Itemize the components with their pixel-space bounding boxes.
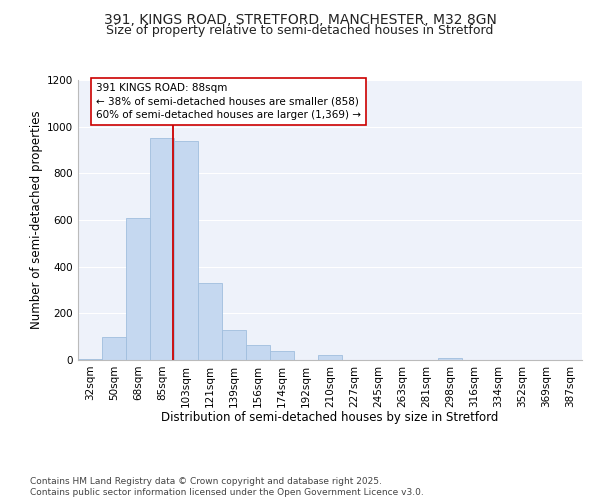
Bar	[126, 218, 150, 360]
Bar	[270, 350, 294, 360]
Bar	[102, 336, 126, 360]
Text: Contains HM Land Registry data © Crown copyright and database right 2025.
Contai: Contains HM Land Registry data © Crown c…	[30, 478, 424, 497]
Bar	[438, 358, 462, 360]
X-axis label: Distribution of semi-detached houses by size in Stretford: Distribution of semi-detached houses by …	[161, 411, 499, 424]
Text: Size of property relative to semi-detached houses in Stretford: Size of property relative to semi-detach…	[106, 24, 494, 37]
Bar	[222, 330, 246, 360]
Bar	[78, 359, 102, 360]
Bar	[318, 356, 342, 360]
Text: 391 KINGS ROAD: 88sqm
← 38% of semi-detached houses are smaller (858)
60% of sem: 391 KINGS ROAD: 88sqm ← 38% of semi-deta…	[96, 84, 361, 120]
Y-axis label: Number of semi-detached properties: Number of semi-detached properties	[30, 110, 43, 330]
Bar	[150, 138, 174, 360]
Bar	[174, 140, 198, 360]
Bar	[246, 345, 270, 360]
Bar	[198, 283, 222, 360]
Text: 391, KINGS ROAD, STRETFORD, MANCHESTER, M32 8GN: 391, KINGS ROAD, STRETFORD, MANCHESTER, …	[104, 12, 496, 26]
